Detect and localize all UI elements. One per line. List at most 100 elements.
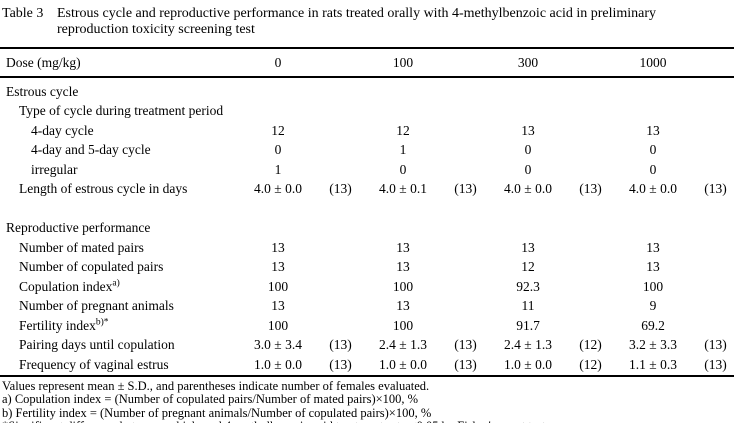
cell-value: 9 bbox=[649, 298, 657, 314]
row-label: 4-day and 5-day cycle bbox=[31, 142, 151, 158]
data-row: Length of estrous cycle in days 4.0 ± 0.0… bbox=[0, 180, 734, 200]
cell-n-count: (12) bbox=[579, 337, 602, 353]
cell-value: 1.0 ± 0.0 bbox=[379, 356, 427, 372]
row-label: Number of mated pairs bbox=[19, 239, 144, 255]
cell-n-count bbox=[572, 77, 609, 102]
cell-n-count bbox=[447, 102, 484, 122]
cell-value: 0 bbox=[649, 161, 657, 177]
cell-value: 100 bbox=[392, 278, 414, 294]
cell-value: 1 bbox=[274, 161, 282, 177]
data-table: Dose (mg/kg) 0 100 300 1000 Estrous cycl… bbox=[0, 47, 734, 377]
cell-value: 2.4 ± 1.3 bbox=[504, 337, 552, 353]
footnote-significance-pre: *Significant difference between vehicle … bbox=[2, 419, 403, 423]
cell-n-count bbox=[447, 121, 484, 141]
cell-value: 12 bbox=[521, 259, 535, 275]
cell-value: 0 bbox=[399, 161, 407, 177]
cell-n-count bbox=[322, 219, 359, 239]
cell-n-count bbox=[572, 238, 609, 258]
data-row: irregular 1 0 0 0 bbox=[0, 160, 734, 180]
cell-value: 4.0 ± 0.1 bbox=[379, 181, 427, 197]
row-label: Copulation indexa) bbox=[19, 278, 120, 294]
cell-value: 1.0 ± 0.0 bbox=[504, 356, 552, 372]
row-label: Length of estrous cycle in days bbox=[19, 181, 188, 197]
cell-n-count bbox=[447, 141, 484, 161]
footnote-copulation-index: a) Copulation index = (Number of copulat… bbox=[2, 392, 419, 406]
dose-col-1000-n bbox=[697, 48, 734, 77]
spacer-row bbox=[0, 199, 734, 219]
cell-value: 4.0 ± 0.0 bbox=[254, 181, 302, 197]
cell-n-count: (13) bbox=[454, 181, 477, 197]
cell-value: 1.1 ± 0.3 bbox=[629, 356, 677, 372]
cell-n-count bbox=[697, 277, 734, 297]
cell-value: 3.0 ± 3.4 bbox=[254, 337, 302, 353]
data-row: Number of copulated pairs 13 13 12 13 bbox=[0, 258, 734, 278]
cell-value bbox=[359, 199, 447, 219]
cell-value: 0 bbox=[274, 142, 282, 158]
cell-n-count: (13) bbox=[704, 181, 727, 197]
data-row: Number of mated pairs 13 13 13 13 bbox=[0, 238, 734, 258]
cell-n-count bbox=[697, 77, 734, 102]
cell-n-count bbox=[572, 141, 609, 161]
cell-value bbox=[609, 199, 697, 219]
section-row: Estrous cycle bbox=[0, 77, 734, 102]
section-row: Reproductive performance bbox=[0, 219, 734, 239]
cell-value: 0 bbox=[524, 142, 532, 158]
cell-n-count bbox=[697, 238, 734, 258]
cell-n-count bbox=[322, 141, 359, 161]
cell-n-count: (13) bbox=[329, 337, 352, 353]
cell-value: 12 bbox=[396, 122, 410, 138]
cell-n-count bbox=[572, 219, 609, 239]
cell-value: 13 bbox=[646, 122, 660, 138]
cell-value: 92.3 bbox=[516, 278, 540, 294]
cell-n-count bbox=[697, 121, 734, 141]
cell-n-count bbox=[697, 199, 734, 219]
table-title-line2: reproduction toxicity screening test bbox=[57, 22, 255, 37]
cell-value: 100 bbox=[642, 278, 664, 294]
cell-n-count: (13) bbox=[704, 356, 727, 372]
cell-n-count bbox=[322, 160, 359, 180]
section-row: Type of cycle during treatment period bbox=[0, 102, 734, 122]
data-row: Pairing days until copulation 3.0 ± 3.4 (1… bbox=[0, 336, 734, 356]
dose-col-100: 100 bbox=[392, 54, 414, 70]
cell-value bbox=[359, 219, 447, 239]
cell-value: 100 bbox=[267, 278, 289, 294]
cell-value: 13 bbox=[396, 259, 410, 275]
cell-value: 13 bbox=[646, 259, 660, 275]
table-footnotes: Values represent mean ± S.D., and parent… bbox=[0, 377, 734, 423]
cell-n-count bbox=[697, 160, 734, 180]
data-row: Fertility indexb)* 100 100 91.7 69.2 bbox=[0, 316, 734, 336]
footnote-significance: *Significant difference between vehicle … bbox=[2, 419, 732, 423]
cell-value: 4.0 ± 0.0 bbox=[629, 181, 677, 197]
cell-value: 13 bbox=[271, 239, 285, 255]
cell-value bbox=[484, 199, 572, 219]
dose-col-100-n bbox=[447, 48, 484, 77]
table-title: Estrous cycle and reproductive performan… bbox=[57, 6, 732, 38]
row-label bbox=[0, 199, 234, 219]
cell-value: 3.2 ± 3.3 bbox=[629, 337, 677, 353]
row-label: Frequency of vaginal estrus bbox=[19, 356, 169, 372]
cell-n-count: (12) bbox=[579, 356, 602, 372]
footnote-significance-post: <0.05 by Fisher's exact test. bbox=[410, 419, 549, 423]
cell-value: 4.0 ± 0.0 bbox=[504, 181, 552, 197]
cell-n-count bbox=[572, 316, 609, 336]
cell-n-count bbox=[447, 258, 484, 278]
cell-n-count bbox=[572, 121, 609, 141]
row-label: 4-day cycle bbox=[31, 122, 94, 138]
row-label: Number of copulated pairs bbox=[19, 259, 164, 275]
cell-value: 13 bbox=[396, 239, 410, 255]
cell-n-count bbox=[697, 258, 734, 278]
cell-value bbox=[484, 102, 572, 122]
cell-value bbox=[234, 199, 322, 219]
cell-n-count: (13) bbox=[329, 356, 352, 372]
cell-value: 2.4 ± 1.3 bbox=[379, 337, 427, 353]
cell-n-count: (13) bbox=[579, 181, 602, 197]
cell-value bbox=[234, 102, 322, 122]
cell-value: 12 bbox=[271, 122, 285, 138]
cell-value: 13 bbox=[396, 298, 410, 314]
cell-value bbox=[609, 77, 697, 102]
cell-value: 13 bbox=[521, 239, 535, 255]
cell-value: 0 bbox=[524, 161, 532, 177]
cell-n-count: (13) bbox=[329, 181, 352, 197]
data-row: Copulation indexa) 100 100 92.3 100 bbox=[0, 277, 734, 297]
